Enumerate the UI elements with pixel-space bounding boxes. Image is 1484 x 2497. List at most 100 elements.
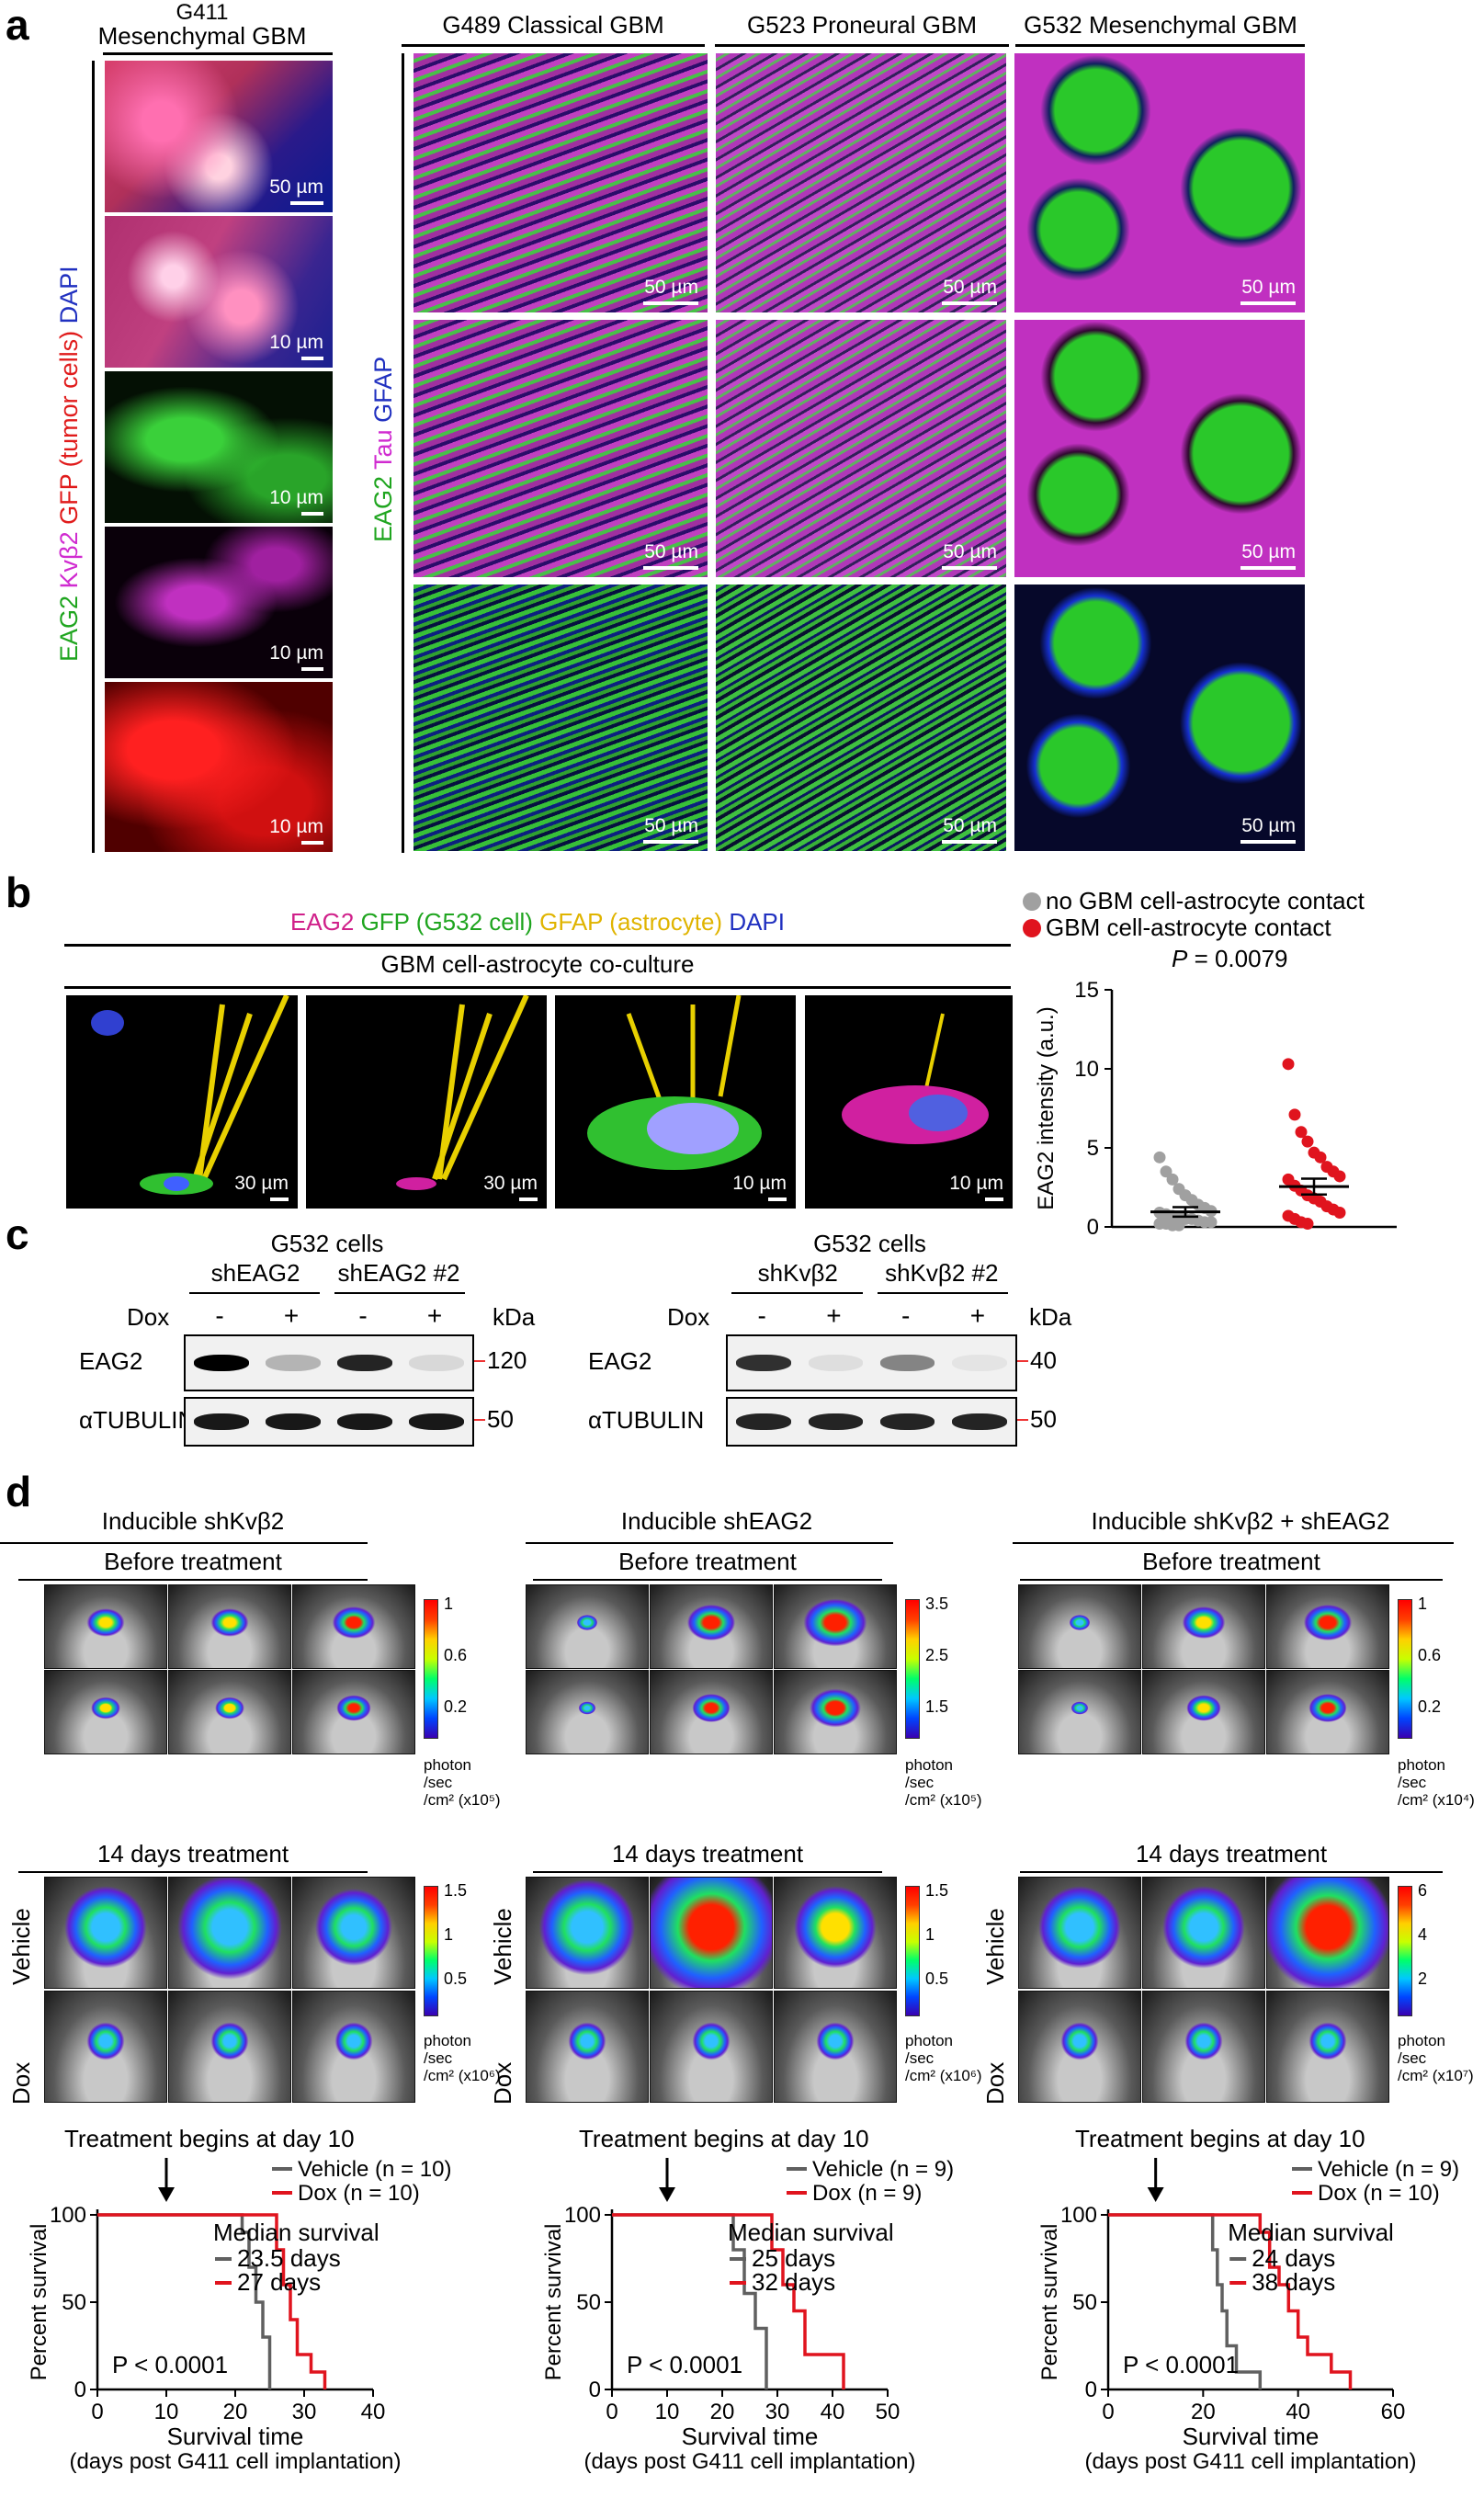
eag2-blot xyxy=(184,1334,474,1391)
color-scale-label: 0.2 xyxy=(1418,1697,1442,1716)
color-scale-label: 0.2 xyxy=(444,1697,468,1716)
g489-eag2-gfap: 50 µm xyxy=(413,585,708,851)
scale-bar: 10 µm xyxy=(268,487,323,516)
mw-label: 50 xyxy=(487,1405,514,1433)
median-survival-title: Median survival xyxy=(728,2219,894,2246)
y-tick-label: 50 xyxy=(1072,2290,1097,2315)
treatment-arrow-head xyxy=(659,2187,675,2202)
color-scale-bar xyxy=(424,1886,438,2016)
data-point xyxy=(1282,1058,1295,1071)
color-scale-label: 0.6 xyxy=(444,1646,468,1664)
photon-unit-label: /sec xyxy=(905,2049,935,2067)
group-rule xyxy=(877,1292,1008,1294)
x-tick-label: 40 xyxy=(821,2400,845,2424)
photon-unit-label: photon xyxy=(424,2032,471,2049)
x-tick-label: 30 xyxy=(765,2400,790,2424)
data-point xyxy=(1314,1151,1327,1163)
mouse-image xyxy=(44,1670,167,1754)
y-tick-label: 0 xyxy=(1085,2378,1097,2402)
panel-d-container: Inducible shKvβ2 Before treatment 1 0.6 0.2 p… xyxy=(0,1470,1484,2497)
vehicle-row-label: Vehicle xyxy=(7,1908,35,1985)
legend-contact: GBM cell-astrocyte contact xyxy=(1046,914,1331,941)
group-label: shEAG2 #2 xyxy=(337,1259,460,1287)
panel-label-d: d xyxy=(6,1468,32,1515)
g523-eag2-gfap: 50 µm xyxy=(716,585,1006,851)
data-point xyxy=(1333,1170,1346,1183)
mouse-image xyxy=(650,1670,773,1754)
survival-curve-chart: Treatment begins at day 10 Vehicle (n = 9… xyxy=(541,2125,954,2474)
legend-no-contact: no GBM cell-astrocyte contact xyxy=(1046,887,1365,914)
mouse-image xyxy=(526,1670,649,1754)
color-scale-label: 1.5 xyxy=(925,1881,949,1900)
treatment-arrow-head xyxy=(1147,2187,1164,2202)
mouse-image xyxy=(1018,1670,1141,1754)
group-label: shKvβ2 xyxy=(757,1259,838,1287)
dox-sign: - xyxy=(358,1301,368,1330)
survival-series-dox xyxy=(1108,2213,1353,2389)
blot-band xyxy=(337,1355,392,1371)
color-scale-label: 0.5 xyxy=(444,1969,468,1988)
mouse-image xyxy=(650,1877,773,1989)
data-point xyxy=(1301,1218,1314,1231)
group-label: shEAG2 xyxy=(210,1259,300,1287)
photon-unit-label: /sec xyxy=(1398,1774,1427,1791)
mw-label: 50 xyxy=(1030,1405,1057,1433)
cell-drawing xyxy=(91,995,289,1195)
coculture-rule-top xyxy=(64,944,1011,947)
blot-band xyxy=(409,1355,464,1371)
survival-pvalue: P < 0.0001 xyxy=(627,2351,742,2378)
after-treatment-rule xyxy=(1020,1871,1443,1873)
column-title: Inducible shEAG2 xyxy=(620,1507,813,1535)
photon-unit-label: /cm² (x10⁵) xyxy=(424,1791,501,1809)
blot-row-label: EAG2 xyxy=(588,1347,652,1375)
survival-curve-chart: Treatment begins at day 10 Vehicle (n = 9… xyxy=(1037,2125,1459,2474)
g523-merge: 50 µm xyxy=(716,53,1006,312)
blot-band xyxy=(194,1355,249,1371)
panel-label-b: b xyxy=(6,868,32,916)
y-tick-label: 100 xyxy=(1060,2203,1097,2228)
color-scale-label: 0.5 xyxy=(925,1969,949,1988)
color-scale-label: 1 xyxy=(1418,1595,1428,1613)
color-scale-label: 1.5 xyxy=(925,1697,949,1716)
dox-sign: + xyxy=(826,1301,842,1330)
mouse-image xyxy=(292,1584,415,1669)
data-point xyxy=(1301,1135,1314,1148)
y-tick-label: 50 xyxy=(576,2290,601,2315)
legend-marker-no-contact xyxy=(1023,892,1041,911)
x-axis-label-2: (days post G411 cell implantation) xyxy=(583,2449,915,2474)
data-point xyxy=(1172,1219,1185,1231)
blot-title: G532 cells xyxy=(813,1230,926,1257)
data-point xyxy=(1153,1151,1166,1163)
photon-unit-label: /cm² (x10⁶) xyxy=(905,2067,982,2084)
x-axis-label: Survival time xyxy=(1183,2423,1320,2450)
dox-row-label: Dox xyxy=(489,2061,516,2105)
blot-band xyxy=(266,1355,321,1371)
mouse-image xyxy=(292,1877,415,1989)
coculture-stain-label: EAG2 GFP (G532 cell) GFAP (astrocyte) DA… xyxy=(289,908,785,936)
y-tick-label: 15 xyxy=(1074,978,1099,1003)
x-tick-label: 30 xyxy=(292,2400,317,2424)
g489-eag2-tau: 50 µm xyxy=(413,320,708,577)
mouse-image xyxy=(1266,1877,1389,1989)
treatment-note: Treatment begins at day 10 xyxy=(579,2125,869,2152)
photon-unit-label: /cm² (x10⁴) xyxy=(1398,1791,1475,1809)
y-tick-label: 0 xyxy=(74,2378,86,2402)
coculture-image-1: 30 µm xyxy=(66,995,298,1209)
y-tick-label: 100 xyxy=(50,2203,86,2228)
scale-bar: 10 µm xyxy=(268,642,323,671)
y-axis-label: Percent survival xyxy=(541,2224,566,2381)
dox-row-label: Dox xyxy=(7,2061,35,2105)
legend-label: Dox (n = 10) xyxy=(298,2181,420,2206)
survival-series-vehicle xyxy=(1108,2213,1263,2389)
dox-sign: - xyxy=(901,1301,911,1330)
survival-pvalue: P < 0.0001 xyxy=(112,2351,228,2378)
x-tick-label: 0 xyxy=(91,2400,103,2424)
scale-bar: 30 µm xyxy=(464,1173,538,1201)
blot-band xyxy=(337,1413,392,1430)
x-tick-label: 20 xyxy=(223,2400,248,2424)
coculture-header: GBM cell-astrocyte co-culture xyxy=(380,950,695,978)
photon-unit-label: /cm² (x10⁷) xyxy=(1398,2067,1474,2084)
mouse-image xyxy=(774,1670,897,1754)
mouse-image xyxy=(44,1584,167,1669)
mouse-image xyxy=(1142,1991,1265,2103)
